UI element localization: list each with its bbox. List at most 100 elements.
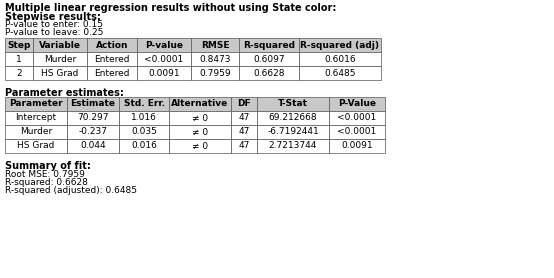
Bar	[137, 38, 191, 52]
Text: P-value: P-value	[145, 41, 183, 49]
Text: DF: DF	[237, 100, 251, 108]
Bar	[329, 139, 385, 153]
Text: R-squared (adj): R-squared (adj)	[300, 41, 379, 49]
Text: ≠ 0: ≠ 0	[192, 128, 208, 136]
Text: R-squared: 0.6628: R-squared: 0.6628	[5, 178, 88, 187]
Bar	[33, 52, 87, 66]
Text: Action: Action	[96, 41, 128, 49]
Bar	[87, 38, 137, 52]
Bar	[5, 125, 67, 139]
Bar	[67, 97, 119, 111]
Bar	[329, 97, 385, 111]
Bar	[299, 66, 381, 80]
Text: 1: 1	[16, 54, 22, 63]
Bar	[5, 111, 67, 125]
Bar	[67, 111, 119, 125]
Bar	[119, 139, 169, 153]
Text: 0.016: 0.016	[131, 142, 157, 150]
Text: 0.0091: 0.0091	[341, 142, 373, 150]
Bar	[33, 38, 87, 52]
Text: 47: 47	[238, 142, 250, 150]
Bar	[191, 66, 239, 80]
Text: Variable: Variable	[39, 41, 81, 49]
Bar	[67, 125, 119, 139]
Text: HS Grad: HS Grad	[17, 142, 55, 150]
Text: Entered: Entered	[94, 54, 130, 63]
Text: 70.297: 70.297	[77, 113, 109, 123]
Bar	[169, 111, 231, 125]
Text: Alternative: Alternative	[171, 100, 229, 108]
Text: RMSE: RMSE	[201, 41, 229, 49]
Text: Parameter: Parameter	[9, 100, 63, 108]
Text: 0.044: 0.044	[80, 142, 106, 150]
Text: ≠ 0: ≠ 0	[192, 113, 208, 123]
Text: HS Grad: HS Grad	[42, 68, 79, 78]
Bar	[5, 66, 33, 80]
Bar	[33, 66, 87, 80]
Text: 0.6485: 0.6485	[324, 68, 356, 78]
Bar	[231, 97, 257, 111]
Bar	[191, 52, 239, 66]
Text: <0.0001: <0.0001	[337, 113, 377, 123]
Text: 2: 2	[16, 68, 22, 78]
Bar	[87, 52, 137, 66]
Text: R-squared (adjusted): 0.6485: R-squared (adjusted): 0.6485	[5, 186, 137, 195]
Text: Step: Step	[7, 41, 30, 49]
Text: P-Value: P-Value	[338, 100, 376, 108]
Text: -6.7192441: -6.7192441	[267, 128, 319, 136]
Text: 47: 47	[238, 113, 250, 123]
Bar	[87, 66, 137, 80]
Bar	[257, 139, 329, 153]
Bar	[137, 66, 191, 80]
Bar	[5, 139, 67, 153]
Text: 69.212668: 69.212668	[269, 113, 317, 123]
Text: P-value to enter: 0.15: P-value to enter: 0.15	[5, 20, 103, 29]
Bar	[169, 125, 231, 139]
Text: 0.035: 0.035	[131, 128, 157, 136]
Text: T-Stat: T-Stat	[278, 100, 308, 108]
Text: Estimate: Estimate	[70, 100, 115, 108]
Text: 1.016: 1.016	[131, 113, 157, 123]
Bar	[239, 52, 299, 66]
Bar	[5, 38, 33, 52]
Bar	[329, 125, 385, 139]
Bar	[137, 52, 191, 66]
Text: Multiple linear regression results without using State color:: Multiple linear regression results witho…	[5, 3, 336, 13]
Bar	[239, 66, 299, 80]
Text: Std. Err.: Std. Err.	[124, 100, 165, 108]
Text: Parameter estimates:: Parameter estimates:	[5, 88, 124, 98]
Text: Root MSE: 0.7959: Root MSE: 0.7959	[5, 170, 85, 179]
Bar	[119, 111, 169, 125]
Bar	[191, 38, 239, 52]
Text: Murder: Murder	[20, 128, 52, 136]
Text: 0.6628: 0.6628	[253, 68, 285, 78]
Bar	[231, 125, 257, 139]
Text: Murder: Murder	[44, 54, 76, 63]
Bar	[169, 139, 231, 153]
Text: 0.6016: 0.6016	[324, 54, 356, 63]
Bar	[169, 97, 231, 111]
Text: 0.7959: 0.7959	[199, 68, 231, 78]
Text: Summary of fit:: Summary of fit:	[5, 161, 91, 171]
Text: <0.0001: <0.0001	[145, 54, 183, 63]
Bar	[119, 125, 169, 139]
Text: 47: 47	[238, 128, 250, 136]
Bar	[257, 125, 329, 139]
Bar	[231, 111, 257, 125]
Text: ≠ 0: ≠ 0	[192, 142, 208, 150]
Bar	[299, 38, 381, 52]
Text: 0.6097: 0.6097	[253, 54, 285, 63]
Bar	[239, 38, 299, 52]
Bar	[257, 97, 329, 111]
Text: <0.0001: <0.0001	[337, 128, 377, 136]
Bar	[5, 52, 33, 66]
Text: 0.0091: 0.0091	[148, 68, 180, 78]
Bar	[329, 111, 385, 125]
Text: Stepwise results:: Stepwise results:	[5, 12, 101, 22]
Text: -0.237: -0.237	[79, 128, 107, 136]
Text: 2.7213744: 2.7213744	[269, 142, 317, 150]
Text: Entered: Entered	[94, 68, 130, 78]
Bar	[231, 139, 257, 153]
Bar	[119, 97, 169, 111]
Text: R-squared: R-squared	[243, 41, 295, 49]
